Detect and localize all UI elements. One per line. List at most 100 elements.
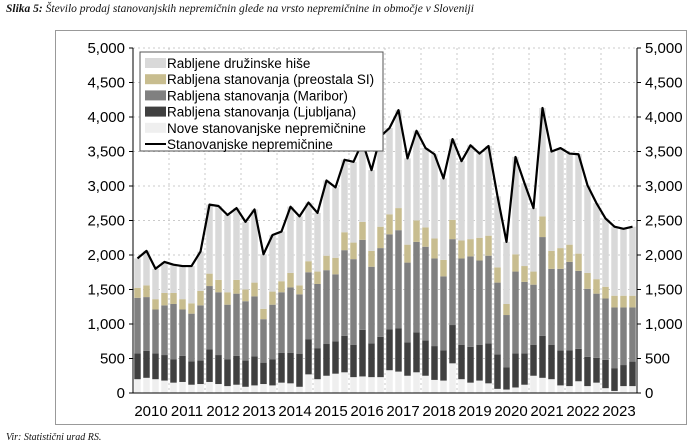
- bar-segment: [323, 255, 330, 271]
- bar-segment: [188, 384, 195, 393]
- bar-segment: [620, 228, 627, 296]
- bar-segment: [548, 151, 555, 251]
- bar-segment: [458, 240, 465, 259]
- caption-label: Slika 5:: [6, 3, 43, 15]
- bar-segment: [422, 148, 429, 228]
- bar-segment: [314, 348, 321, 380]
- bar-segment: [278, 352, 285, 383]
- bar-segment: [413, 130, 420, 221]
- bar-segment: [269, 359, 276, 386]
- bar-segment: [512, 271, 519, 354]
- bar-segment: [404, 342, 411, 376]
- bar-segment: [179, 381, 186, 393]
- bar-segment: [188, 266, 195, 304]
- bar-segment: [260, 254, 267, 309]
- bar-segment: [332, 274, 339, 342]
- bar-segment: [440, 276, 447, 351]
- bar-segment: [386, 234, 393, 330]
- bar-segment: [323, 180, 330, 256]
- bar-segment: [251, 296, 258, 357]
- bar-segment: [260, 308, 267, 320]
- bar-segment: [251, 209, 258, 283]
- bar-segment: [170, 303, 177, 360]
- y-tick-label: 1,500: [87, 282, 125, 299]
- y-tick-label: 2,000: [87, 247, 125, 264]
- bar-segment: [215, 292, 222, 356]
- bar-segment: [431, 238, 438, 259]
- bar-segment: [224, 292, 231, 305]
- bar-segment: [611, 226, 618, 296]
- bar-segment: [197, 290, 204, 306]
- bar-segment: [341, 372, 348, 393]
- bar-segment: [395, 230, 402, 329]
- bar-segment: [467, 239, 474, 257]
- bar-segment: [413, 220, 420, 242]
- bar-segment: [260, 384, 267, 393]
- bar-segment: [224, 304, 231, 360]
- bar-segment: [584, 272, 591, 289]
- bar-segment: [485, 343, 492, 384]
- bar-segment: [233, 293, 240, 356]
- bar-segment: [269, 385, 276, 393]
- x-tick-label: 2021: [530, 403, 563, 420]
- bar-segment: [314, 271, 321, 284]
- bar-segment: [260, 319, 267, 363]
- bar-segment: [575, 154, 582, 254]
- bar-segment: [296, 216, 303, 286]
- bar-segment: [593, 357, 600, 383]
- bar-segment: [170, 292, 177, 304]
- bar-segment: [422, 340, 429, 376]
- bar-segment: [566, 244, 573, 262]
- bar-segment: [530, 284, 537, 345]
- bar-segment: [287, 272, 294, 288]
- bar-segment: [449, 239, 456, 326]
- y2-tick-label: 3,500: [645, 144, 683, 161]
- bar-segment: [611, 390, 618, 393]
- bar-segment: [215, 355, 222, 385]
- bar-segment: [539, 237, 546, 336]
- bar-segment: [233, 355, 240, 385]
- bar-segment: [467, 382, 474, 393]
- bar-segment: [584, 386, 591, 393]
- bar-segment: [215, 206, 222, 280]
- bar-segment: [170, 264, 177, 293]
- legend-label: Nove stanovanjske nepremičnine: [167, 121, 366, 136]
- bar-segment: [566, 261, 573, 351]
- y2-tick-label: 2,500: [645, 213, 683, 230]
- bar-segment: [611, 307, 618, 369]
- x-tick-label: 2018: [422, 403, 455, 420]
- bar-segment: [314, 212, 321, 272]
- bar-segment: [386, 214, 393, 235]
- bar-segment: [152, 299, 159, 310]
- x-tick-label: 2019: [458, 403, 491, 420]
- bar-segment: [521, 183, 528, 267]
- bar-segment: [152, 268, 159, 300]
- bar-segment: [215, 384, 222, 393]
- bar-segment: [476, 237, 483, 261]
- bar-segment: [593, 382, 600, 393]
- bar-segment: [548, 344, 555, 380]
- bar-segment: [260, 362, 267, 385]
- y2-tick-label: 1,500: [645, 282, 683, 299]
- bar-segment: [170, 359, 177, 383]
- bar-segment: [305, 374, 312, 393]
- bar-segment: [620, 307, 627, 366]
- bar-segment: [332, 373, 339, 393]
- bar-segment: [557, 350, 564, 386]
- bar-segment: [206, 204, 213, 274]
- bar-segment: [413, 332, 420, 373]
- bar-segment: [449, 363, 456, 393]
- bar-segment: [143, 250, 150, 286]
- bar-segment: [143, 297, 150, 351]
- bar-segment: [620, 295, 627, 308]
- bar-segment: [269, 234, 276, 292]
- bar-segment: [161, 305, 168, 356]
- bar-segment: [341, 335, 348, 373]
- bar-segment: [458, 344, 465, 380]
- bar-segment: [359, 221, 366, 240]
- bar-segment: [620, 365, 627, 387]
- bar-segment: [602, 286, 609, 299]
- bar-segment: [584, 288, 591, 357]
- bar-segment: [521, 281, 528, 354]
